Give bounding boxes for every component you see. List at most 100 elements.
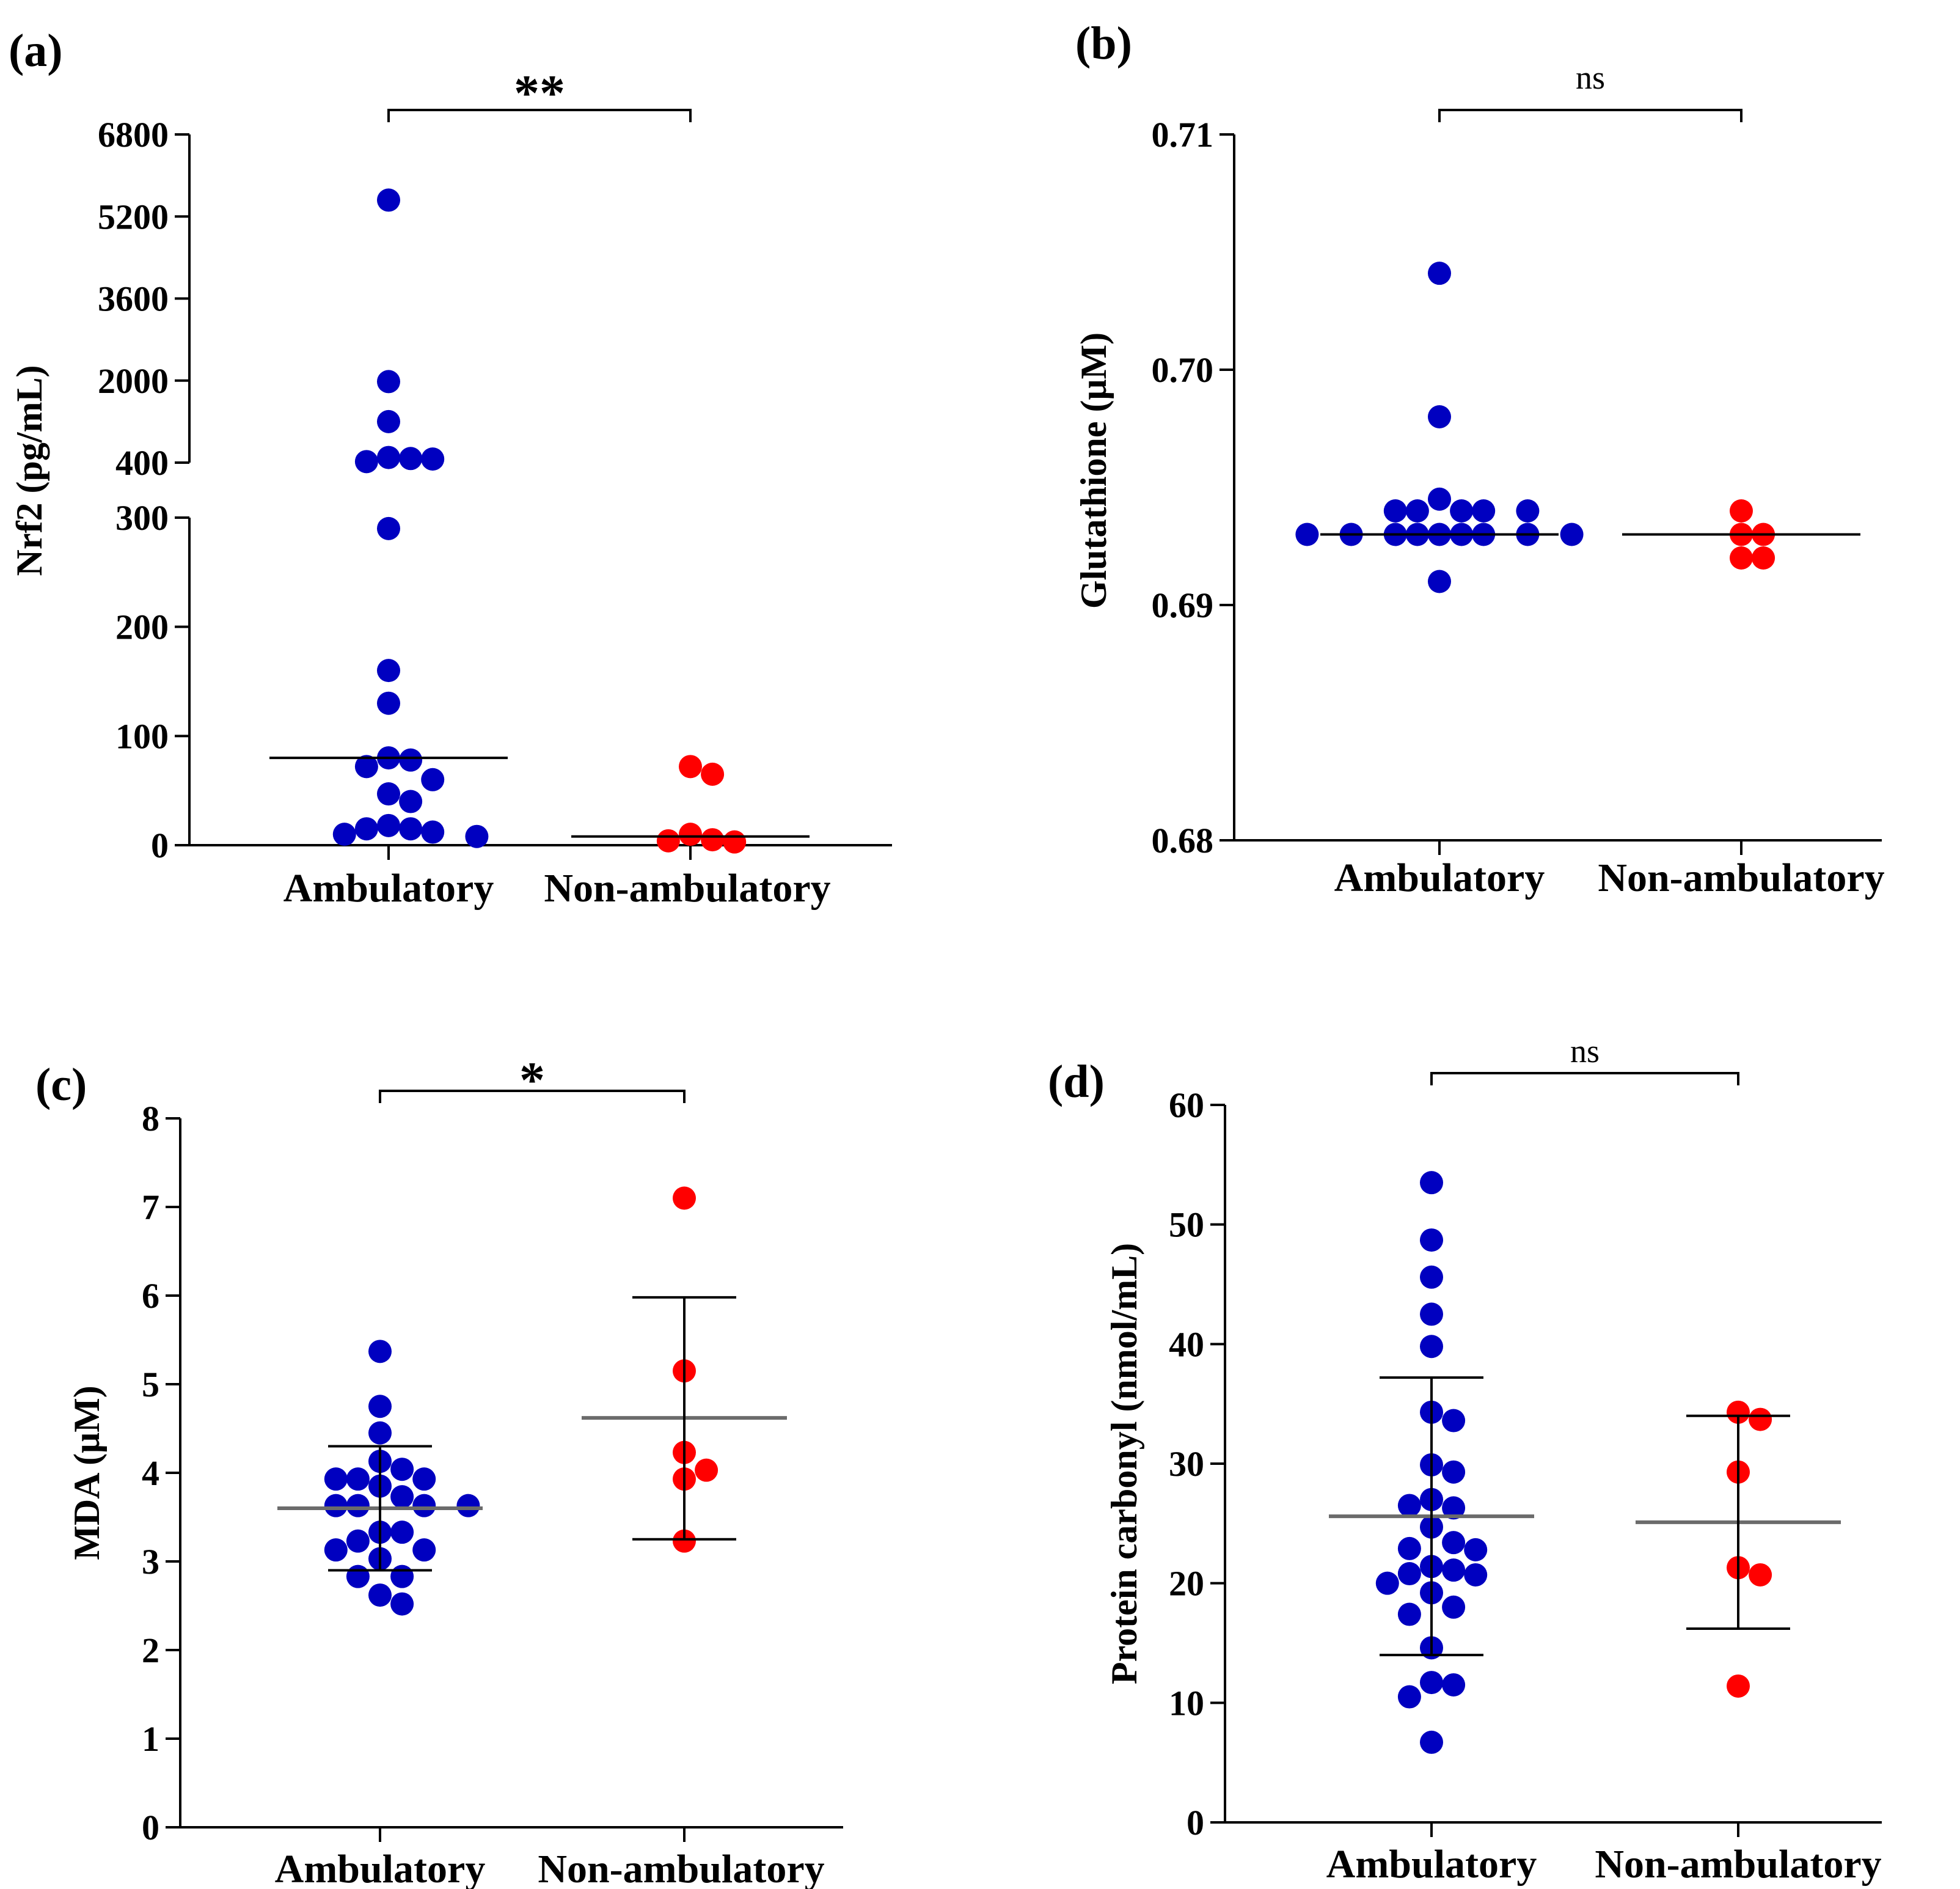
data-point bbox=[354, 755, 378, 779]
data-point bbox=[723, 830, 747, 854]
data-point bbox=[368, 1395, 392, 1418]
data-point bbox=[1450, 499, 1474, 523]
data-point bbox=[1442, 1673, 1466, 1696]
panel-label: (b) bbox=[1075, 18, 1132, 69]
y-tick-label: 0 bbox=[1187, 1803, 1204, 1843]
data-point bbox=[368, 1421, 392, 1445]
data-point bbox=[673, 1186, 696, 1210]
panel-label: (d) bbox=[1048, 1056, 1105, 1107]
y-tick-label: 0.68 bbox=[1152, 821, 1214, 860]
data-point bbox=[1420, 1265, 1443, 1289]
data-point bbox=[377, 813, 400, 837]
data-point bbox=[1428, 405, 1451, 428]
data-point bbox=[377, 446, 400, 469]
data-point bbox=[1442, 1595, 1466, 1619]
significance-label: * bbox=[519, 1052, 545, 1109]
data-point bbox=[377, 409, 400, 433]
data-point bbox=[1464, 1538, 1488, 1561]
data-point bbox=[656, 829, 680, 853]
panel-a: 0 100 200 300 400 2000 3600 5200 6800 Ambulatory N… bbox=[9, 25, 892, 911]
y-tick-label: 100 bbox=[115, 716, 169, 756]
data-point bbox=[390, 1564, 414, 1588]
x-category-label: Ambulatory bbox=[1334, 856, 1545, 900]
data-point bbox=[456, 1494, 480, 1517]
data-point bbox=[421, 768, 445, 791]
y-tick-label: 200 bbox=[115, 607, 169, 647]
data-point bbox=[399, 748, 423, 772]
data-point bbox=[1397, 1494, 1421, 1517]
data-point bbox=[1442, 1496, 1466, 1520]
data-point bbox=[1464, 1563, 1488, 1586]
x-category-label: Non-ambulatory bbox=[538, 1847, 824, 1889]
panel-label: (c) bbox=[35, 1059, 87, 1110]
y-tick-label: 3 bbox=[142, 1542, 159, 1582]
x-category-label: Non-ambulatory bbox=[1598, 856, 1884, 900]
panel-d: 0 10 20 30 40 50 60 Ambulatory Non-ambulatory Pro… bbox=[1048, 1033, 1882, 1887]
data-point bbox=[1472, 499, 1496, 523]
data-point bbox=[1428, 570, 1451, 593]
data-point bbox=[377, 370, 400, 394]
data-point bbox=[673, 1529, 696, 1553]
data-point bbox=[1749, 1563, 1772, 1586]
data-point bbox=[1749, 1407, 1772, 1431]
data-point bbox=[412, 1494, 436, 1517]
y-tick-label: 6 bbox=[142, 1276, 159, 1316]
y-tick-label: 2 bbox=[142, 1630, 159, 1670]
data-point bbox=[1383, 499, 1407, 523]
data-point bbox=[390, 1458, 414, 1481]
y-tick-label: 0.71 bbox=[1152, 115, 1214, 155]
y-tick-label: 40 bbox=[1169, 1324, 1204, 1364]
y-tick-label: 60 bbox=[1169, 1085, 1204, 1125]
data-point bbox=[399, 790, 423, 813]
data-point bbox=[1420, 1335, 1443, 1359]
panel-c: 0 1 2 3 4 5 6 7 8 Ambulatory Non-ambulatory MDA (μM… bbox=[35, 1052, 843, 1889]
data-point bbox=[368, 1583, 392, 1607]
y-tick-label: 400 bbox=[115, 443, 169, 483]
data-point bbox=[354, 817, 378, 841]
data-point bbox=[1428, 487, 1451, 511]
panel-label: (a) bbox=[9, 25, 63, 76]
data-point bbox=[701, 762, 725, 786]
data-point bbox=[679, 755, 702, 779]
y-tick-label: 0.69 bbox=[1152, 585, 1214, 625]
data-point bbox=[368, 1340, 392, 1363]
data-point bbox=[324, 1467, 348, 1491]
data-point bbox=[1442, 1558, 1466, 1582]
data-point bbox=[377, 516, 400, 540]
data-point bbox=[1420, 1171, 1443, 1195]
data-point bbox=[1397, 1602, 1421, 1626]
x-category-label: Non-ambulatory bbox=[1595, 1842, 1881, 1887]
data-point bbox=[421, 447, 445, 471]
data-point bbox=[324, 1538, 348, 1562]
data-point bbox=[377, 188, 400, 212]
y-tick-label: 1 bbox=[142, 1719, 159, 1759]
significance-bracket bbox=[1430, 1072, 1739, 1085]
data-point bbox=[1730, 546, 1753, 570]
data-point bbox=[412, 1467, 436, 1491]
y-tick-label: 5200 bbox=[98, 197, 169, 237]
data-point bbox=[1727, 1674, 1750, 1698]
data-point bbox=[1420, 1302, 1443, 1326]
y-tick-label: 0 bbox=[142, 1808, 159, 1847]
x-category-label: Ambulatory bbox=[1326, 1842, 1537, 1887]
y-tick-label: 4 bbox=[142, 1453, 159, 1493]
data-point bbox=[465, 824, 489, 848]
significance-label: ** bbox=[514, 65, 565, 122]
y-tick-label: 30 bbox=[1169, 1444, 1204, 1484]
data-point bbox=[1730, 499, 1753, 523]
data-point bbox=[412, 1538, 436, 1562]
data-point bbox=[1442, 1409, 1466, 1432]
significance-bracket bbox=[1438, 109, 1742, 122]
data-point bbox=[346, 1467, 370, 1491]
x-category-label: Ambulatory bbox=[283, 866, 494, 911]
data-point bbox=[324, 1494, 348, 1517]
data-point bbox=[399, 447, 423, 471]
y-axis-title: Glutathione (μM) bbox=[1073, 332, 1114, 609]
data-point bbox=[695, 1458, 719, 1482]
significance-bracket bbox=[379, 1090, 686, 1103]
data-point bbox=[679, 823, 702, 846]
y-axis-title: Nrf2 (pg/mL) bbox=[9, 365, 49, 576]
data-point bbox=[346, 1494, 370, 1517]
data-point bbox=[1420, 1671, 1443, 1695]
